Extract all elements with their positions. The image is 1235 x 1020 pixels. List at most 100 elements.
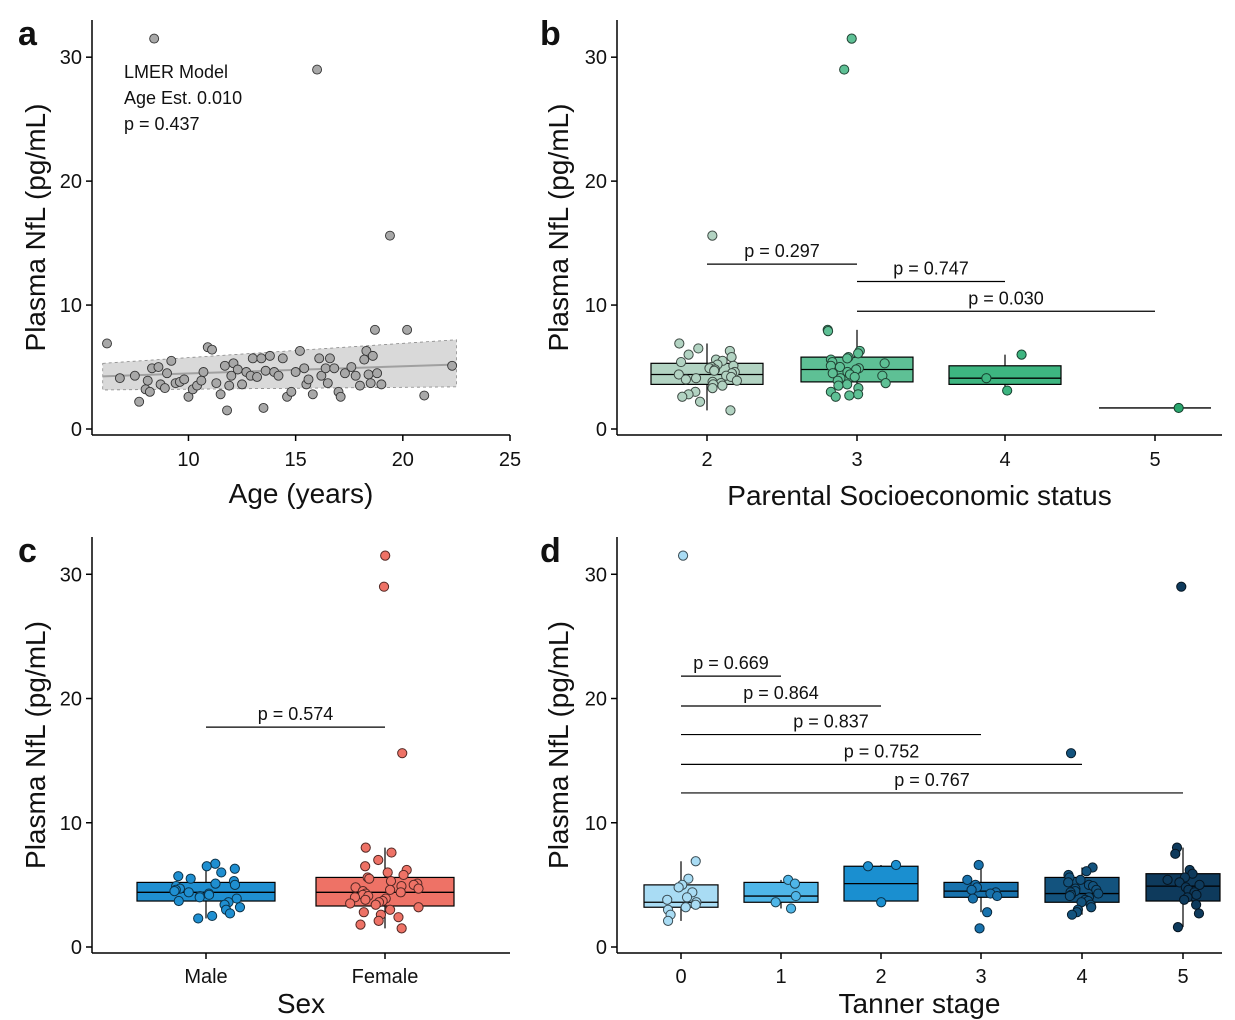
y-axis-title: Plasma NfL (pg/mL) [20, 104, 51, 352]
x-axis-title: Parental Socioeconomic status [727, 480, 1111, 511]
panel-letter: c [18, 532, 37, 570]
y-tick-label: 10 [60, 295, 82, 317]
data-point [370, 899, 381, 910]
p-value-label: p = 0.030 [968, 288, 1044, 308]
data-point [149, 33, 160, 44]
y-tick-label: 0 [596, 419, 607, 441]
data-point [673, 882, 684, 893]
data-point [842, 353, 853, 364]
panel-letter: b [540, 15, 561, 53]
x-tick-label: 2 [701, 449, 712, 471]
data-point [365, 378, 376, 389]
data-point [114, 373, 125, 384]
panel-a: a 0 10 20 30 Plasma NfL (pg/mL) Age (years) 10 1… [18, 15, 521, 509]
data-point [827, 368, 838, 379]
data-point [367, 350, 378, 361]
panel-c: c 0 10 20 30 Plasma NfL (pg/mL) Sex Male Female p… [18, 532, 510, 1019]
data-point [822, 325, 834, 337]
data-point [402, 324, 413, 335]
data-point [207, 344, 217, 355]
data-point [1170, 848, 1181, 859]
data-point [358, 907, 369, 918]
data-point [674, 338, 685, 349]
data-point [162, 368, 172, 379]
data-point [707, 230, 718, 241]
data-point [1063, 877, 1074, 888]
data-point [350, 370, 361, 381]
data-point [335, 391, 346, 402]
y-tick-label: 30 [585, 47, 607, 69]
data-point [237, 379, 248, 390]
data-point [364, 873, 375, 884]
data-point [1172, 922, 1184, 933]
data-point [345, 898, 356, 909]
fit-line [102, 363, 457, 378]
data-point [1193, 908, 1205, 919]
model-annotation: Age Est. 0.010 [124, 88, 242, 108]
data-point [256, 353, 267, 364]
data-point [355, 919, 366, 930]
y-tick-label: 30 [60, 564, 82, 586]
x-tick-label: 5 [1177, 966, 1188, 988]
data-point [224, 380, 235, 391]
data-point [385, 876, 397, 887]
data-point [314, 353, 325, 364]
data-point [1179, 894, 1190, 905]
data-point [129, 370, 140, 381]
data-point [372, 368, 383, 379]
data-point [359, 354, 370, 365]
data-point [675, 356, 687, 368]
data-point [183, 887, 194, 898]
data-point [159, 383, 170, 394]
p-value-label: p = 0.747 [893, 259, 969, 279]
p-value-label: p = 0.864 [743, 683, 819, 703]
data-point [853, 389, 864, 400]
data-point [1064, 890, 1075, 902]
p-value-label: p = 0.574 [258, 704, 334, 724]
y-axis-title: Plasma NfL (pg/mL) [543, 621, 574, 869]
data-point [890, 859, 902, 871]
data-point [232, 364, 243, 375]
x-axis-title: Age (years) [229, 478, 374, 509]
data-point [1066, 909, 1078, 920]
data-point [385, 884, 396, 895]
data-point [683, 873, 694, 884]
data-point [386, 847, 397, 858]
data-point [731, 375, 742, 386]
x-tick-label: 25 [499, 449, 521, 471]
data-point [839, 64, 850, 75]
data-point [380, 550, 391, 561]
data-point [725, 405, 736, 416]
x-tick-label: 2 [875, 966, 886, 988]
data-point [849, 371, 860, 383]
data-point [260, 365, 271, 376]
data-point [234, 902, 246, 913]
data-point [173, 895, 184, 907]
data-point [210, 878, 221, 889]
data-point [846, 33, 857, 44]
data-point [876, 897, 887, 908]
x-tick-label: Male [184, 966, 227, 988]
data-point [680, 374, 691, 385]
data-point [395, 887, 406, 898]
data-point [324, 353, 335, 364]
data-point [207, 910, 218, 922]
data-point [717, 380, 728, 391]
model-annotation: LMER Model [124, 62, 228, 82]
x-tick-label: 3 [975, 966, 986, 988]
data-point [303, 374, 314, 385]
data-point [680, 902, 691, 913]
x-tick-label: 3 [851, 449, 862, 471]
data-point [219, 360, 230, 371]
data-point [360, 842, 371, 853]
data-point [385, 230, 395, 241]
data-point [179, 374, 190, 385]
data-point [1093, 888, 1104, 899]
data-point [419, 390, 430, 401]
box-iqr [743, 881, 819, 903]
data-point [376, 379, 387, 390]
y-tick-label: 30 [585, 564, 607, 586]
y-tick-label: 20 [585, 689, 607, 711]
data-point [413, 883, 424, 894]
